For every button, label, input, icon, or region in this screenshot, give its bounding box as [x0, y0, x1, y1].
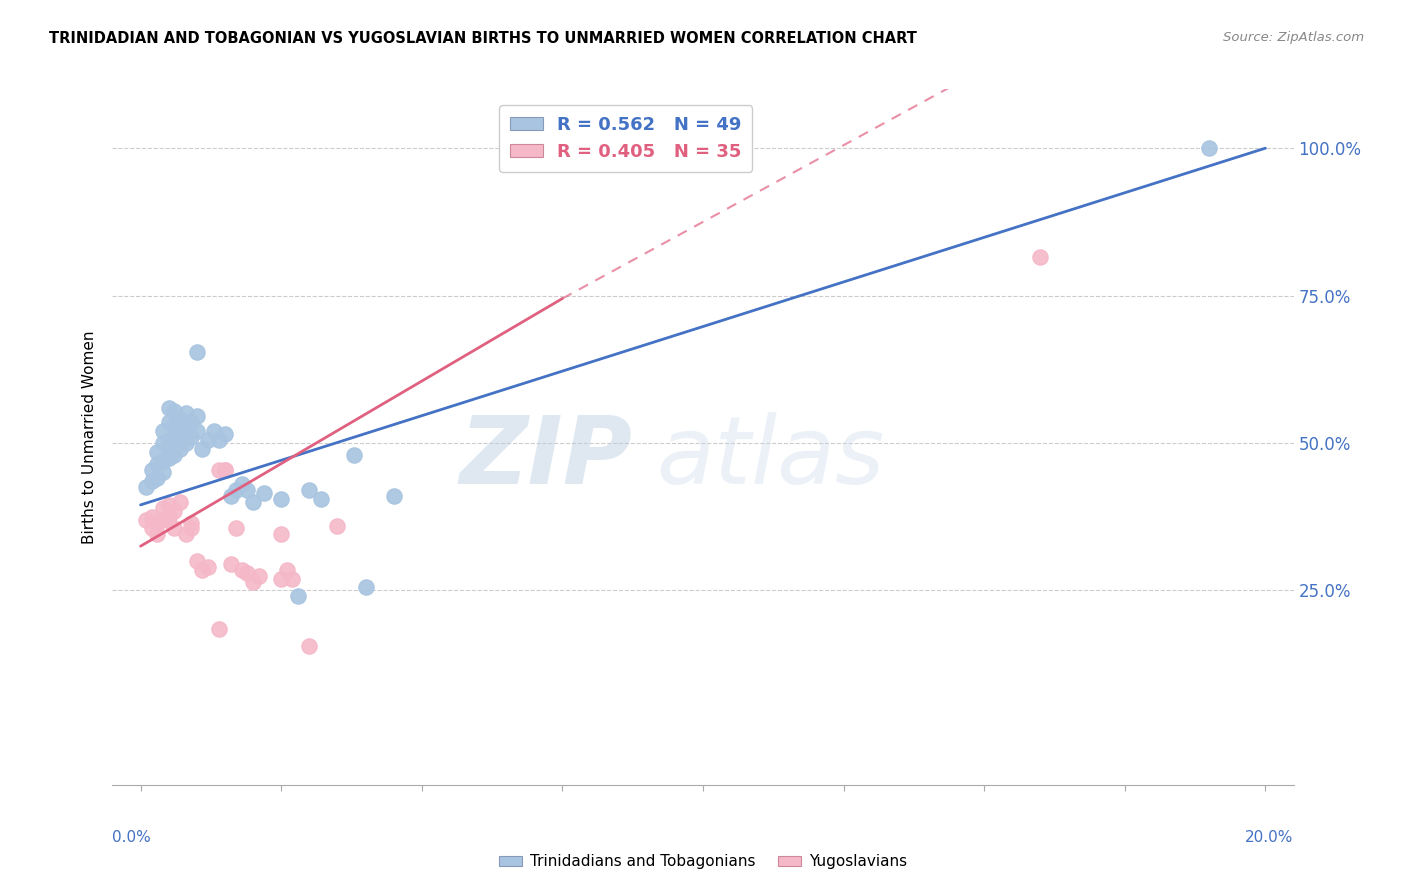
- Point: [174, 421, 197, 435]
- Point: [146, 471, 169, 485]
- Point: [202, 424, 225, 438]
- Point: [180, 516, 202, 530]
- Point: [219, 489, 242, 503]
- Point: [191, 563, 214, 577]
- Point: [141, 521, 163, 535]
- Point: [298, 483, 321, 497]
- Text: TRINIDADIAN AND TOBAGONIAN VS YUGOSLAVIAN BIRTHS TO UNMARRIED WOMEN CORRELATION : TRINIDADIAN AND TOBAGONIAN VS YUGOSLAVIA…: [49, 31, 917, 46]
- Point: [141, 475, 163, 489]
- Point: [146, 457, 169, 471]
- Point: [163, 521, 186, 535]
- Point: [382, 489, 405, 503]
- Point: [163, 448, 186, 462]
- Point: [309, 491, 332, 506]
- Point: [157, 498, 180, 512]
- Point: [186, 424, 208, 438]
- Point: [197, 559, 219, 574]
- Point: [253, 486, 276, 500]
- Point: [146, 527, 169, 541]
- Point: [270, 491, 292, 506]
- Point: [135, 513, 157, 527]
- Point: [225, 521, 247, 535]
- Point: [186, 554, 208, 568]
- Point: [163, 418, 186, 433]
- Legend: R = 0.562   N = 49, R = 0.405   N = 35: R = 0.562 N = 49, R = 0.405 N = 35: [499, 105, 752, 172]
- Point: [219, 557, 242, 571]
- Point: [163, 504, 186, 518]
- Point: [1029, 250, 1052, 264]
- Point: [236, 483, 259, 497]
- Point: [174, 407, 197, 421]
- Point: [157, 401, 180, 415]
- Point: [281, 572, 304, 586]
- Point: [141, 509, 163, 524]
- Point: [152, 466, 174, 480]
- Text: atlas: atlas: [655, 412, 884, 503]
- Point: [169, 442, 191, 456]
- Point: [247, 568, 270, 582]
- Point: [214, 427, 236, 442]
- Point: [197, 433, 219, 447]
- Point: [163, 403, 186, 417]
- Point: [157, 415, 180, 429]
- Point: [214, 462, 236, 476]
- Point: [231, 477, 253, 491]
- Point: [242, 574, 264, 589]
- Point: [157, 509, 180, 524]
- Point: [270, 527, 292, 541]
- Point: [146, 516, 169, 530]
- Point: [152, 424, 174, 438]
- Point: [174, 527, 197, 541]
- Point: [208, 433, 231, 447]
- Text: 0.0%: 0.0%: [112, 830, 152, 846]
- Text: Source: ZipAtlas.com: Source: ZipAtlas.com: [1223, 31, 1364, 45]
- Point: [208, 462, 231, 476]
- Point: [298, 640, 321, 654]
- Point: [152, 500, 174, 515]
- Point: [354, 581, 377, 595]
- Point: [141, 462, 163, 476]
- Point: [287, 589, 309, 603]
- Point: [225, 483, 247, 497]
- Point: [152, 436, 174, 450]
- Text: 20.0%: 20.0%: [1246, 830, 1294, 846]
- Point: [186, 409, 208, 424]
- Point: [276, 563, 298, 577]
- Point: [157, 450, 180, 465]
- Point: [157, 442, 180, 456]
- Point: [146, 445, 169, 459]
- Point: [214, 462, 236, 476]
- Legend: Trinidadians and Tobagonians, Yugoslavians: Trinidadians and Tobagonians, Yugoslavia…: [494, 848, 912, 875]
- Point: [180, 521, 202, 535]
- Point: [326, 518, 349, 533]
- Text: ZIP: ZIP: [460, 412, 633, 504]
- Point: [236, 566, 259, 580]
- Point: [163, 433, 186, 447]
- Point: [208, 622, 231, 636]
- Point: [270, 572, 292, 586]
- Point: [1198, 141, 1220, 155]
- Point: [186, 344, 208, 359]
- Point: [180, 415, 202, 429]
- Point: [343, 448, 366, 462]
- Point: [231, 563, 253, 577]
- Point: [242, 495, 264, 509]
- Point: [191, 442, 214, 456]
- Point: [152, 513, 174, 527]
- Point: [174, 436, 197, 450]
- Point: [169, 412, 191, 426]
- Point: [157, 433, 180, 447]
- Point: [135, 480, 157, 494]
- Point: [152, 453, 174, 467]
- Point: [180, 430, 202, 444]
- Point: [169, 427, 191, 442]
- Point: [169, 495, 191, 509]
- Y-axis label: Births to Unmarried Women: Births to Unmarried Women: [82, 330, 97, 544]
